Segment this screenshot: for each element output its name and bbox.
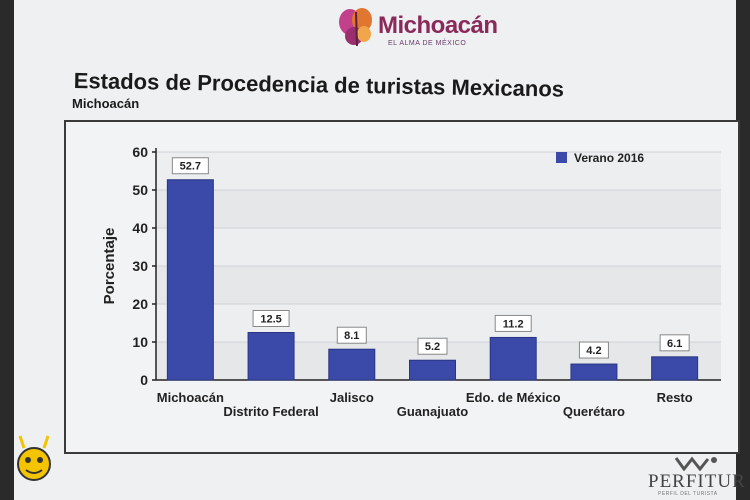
- grid-band: [156, 228, 721, 266]
- bar-2[interactable]: [328, 348, 376, 381]
- brand-subtext: PERFIL DEL TURISTA: [658, 491, 718, 497]
- x-tick-label: Jalisco: [330, 390, 374, 405]
- butterfly-logo-icon: [339, 8, 372, 47]
- x-tick-label: Distrito Federal: [223, 404, 318, 419]
- perfitur-wave-icon: [674, 456, 717, 471]
- data-label: 52.7: [180, 161, 201, 173]
- grid-band: [156, 152, 721, 190]
- data-label: 5.2: [425, 341, 440, 353]
- bar-1[interactable]: [247, 332, 295, 381]
- bar-6[interactable]: [651, 356, 699, 381]
- grid-band: [156, 190, 721, 228]
- brand-text: PERFITUR: [648, 471, 746, 492]
- logo-text: Michoacán: [378, 12, 498, 39]
- x-tick-label: Querétaro: [563, 404, 625, 419]
- bar-chart: 0 10 20 30 40 50 60 Porcentaje 52.7 Michoacán 12.5…: [101, 144, 721, 419]
- legend-swatch: [556, 152, 567, 163]
- bar-3[interactable]: [409, 359, 456, 381]
- x-tick-label: Michoacán: [157, 390, 224, 405]
- y-tick-label: 40: [132, 220, 148, 236]
- y-tick-label: 10: [132, 334, 148, 350]
- x-tick-label: Edo. de México: [466, 390, 561, 405]
- perfitur-logo: PERFITUR PERFIL DEL TURISTA: [646, 455, 746, 499]
- data-label-box: [494, 314, 532, 332]
- data-label: 8.1: [344, 330, 359, 342]
- data-label-box: [417, 337, 448, 355]
- data-label-box: [252, 310, 290, 327]
- chart-container: 0 10 20 30 40 50 60 Porcentaje 52.7 Michoacán 12.5…: [64, 120, 740, 454]
- page-title: Estados de Procedencia de turistas Mexic…: [73, 68, 565, 102]
- x-tick-label: Guanajuato: [397, 404, 469, 419]
- data-label: 11.2: [503, 318, 524, 330]
- y-tick-label: 0: [140, 372, 148, 388]
- data-label-box: [171, 157, 209, 175]
- data-label: 12.5: [260, 314, 281, 326]
- page-subtitle: Michoacán: [72, 96, 140, 111]
- data-label-box: [578, 341, 609, 359]
- data-label-box: [659, 334, 690, 352]
- y-tick-label: 50: [132, 182, 148, 198]
- grid-band: [156, 266, 721, 304]
- y-tick-label: 20: [132, 296, 148, 312]
- data-label: 6.1: [667, 338, 682, 350]
- grid-band: [156, 304, 721, 342]
- y-tick-label: 60: [132, 144, 148, 160]
- michoacan-logo: Michoacán EL ALMA DE MÉXICO: [334, 4, 514, 52]
- logo-tagline: EL ALMA DE MÉXICO: [388, 40, 467, 47]
- data-label-box: [336, 326, 367, 344]
- presentation-slide: Michoacán EL ALMA DE MÉXICO Estados de P…: [14, 0, 745, 500]
- y-tick-label: 30: [132, 258, 148, 274]
- watermark-mascot-icon: [17, 435, 51, 481]
- x-tick-label: Resto: [657, 390, 693, 405]
- bar-4[interactable]: [489, 336, 537, 381]
- bar-5[interactable]: [570, 363, 618, 381]
- legend-label: Verano 2016: [574, 151, 644, 165]
- bar-0[interactable]: [166, 179, 214, 381]
- data-label: 4.2: [586, 345, 601, 357]
- y-axis-label: Porcentaje: [101, 228, 118, 305]
